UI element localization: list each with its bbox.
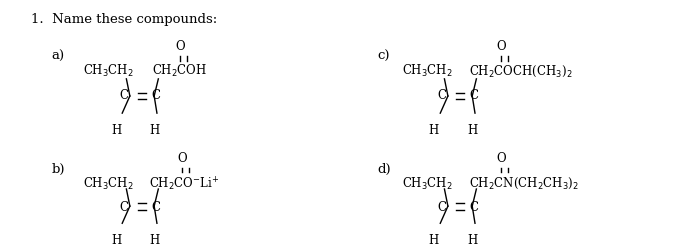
Text: CH$_3$CH$_2$: CH$_3$CH$_2$ [83, 175, 134, 191]
Text: a): a) [51, 50, 64, 63]
Text: H: H [111, 123, 121, 136]
Text: O: O [496, 40, 506, 53]
Text: CH$_2$COCH(CH$_3$)$_2$: CH$_2$COCH(CH$_3$)$_2$ [470, 64, 573, 78]
Text: C: C [120, 89, 129, 102]
Text: H: H [467, 123, 477, 136]
Text: C: C [438, 200, 446, 213]
Text: C: C [469, 89, 478, 102]
Text: CH$_2$CO$^{-}$Li$^{+}$: CH$_2$CO$^{-}$Li$^{+}$ [148, 174, 219, 192]
Text: CH$_3$CH$_2$: CH$_3$CH$_2$ [83, 63, 134, 79]
Text: d): d) [378, 162, 391, 175]
Text: H: H [149, 123, 160, 136]
Text: C: C [469, 200, 478, 213]
Text: CH$_3$CH$_2$: CH$_3$CH$_2$ [402, 63, 453, 79]
Text: 1.  Name these compounds:: 1. Name these compounds: [31, 12, 217, 26]
Text: H: H [428, 233, 438, 246]
Text: H: H [111, 233, 121, 246]
Text: O: O [175, 40, 185, 53]
Text: H: H [467, 233, 477, 246]
Text: H: H [428, 123, 438, 136]
Text: b): b) [51, 162, 65, 175]
Text: O: O [177, 151, 187, 164]
Text: CH$_2$CN(CH$_2$CH$_3$)$_2$: CH$_2$CN(CH$_2$CH$_3$)$_2$ [470, 176, 580, 191]
Text: C: C [438, 89, 446, 102]
Text: C: C [120, 200, 129, 213]
Text: H: H [149, 233, 160, 246]
Text: C: C [151, 200, 160, 213]
Text: c): c) [378, 50, 391, 63]
Text: CH$_2$COH: CH$_2$COH [152, 63, 207, 79]
Text: O: O [496, 151, 506, 164]
Text: CH$_3$CH$_2$: CH$_3$CH$_2$ [402, 175, 453, 191]
Text: C: C [151, 89, 160, 102]
